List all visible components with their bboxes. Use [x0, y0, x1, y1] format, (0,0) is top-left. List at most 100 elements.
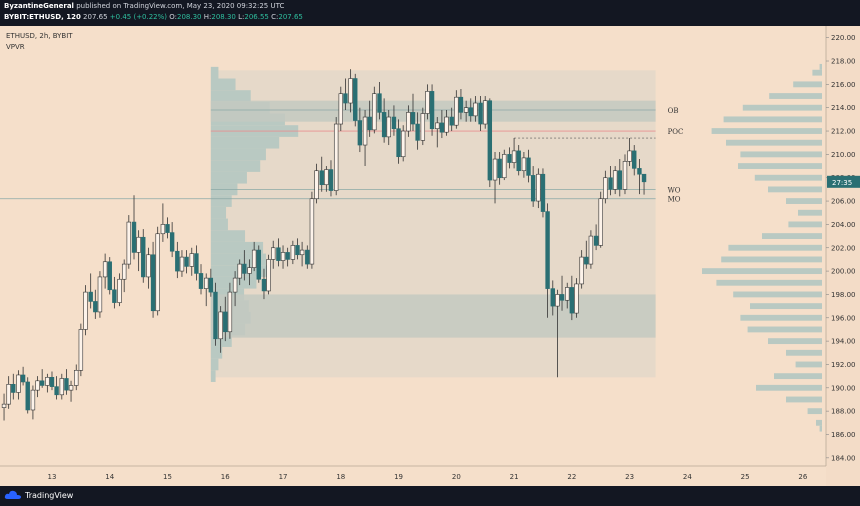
candle-body-25	[121, 263, 127, 280]
candle-body-99	[478, 102, 483, 125]
profile-bar-outer-21	[768, 186, 822, 193]
candle-body-97	[468, 107, 473, 117]
candle-body-95	[458, 96, 464, 113]
candle-body-27	[131, 221, 137, 253]
candle-body-53	[256, 249, 261, 280]
candle-body-44	[213, 291, 218, 340]
price-axis-panel	[826, 26, 860, 486]
x-tick-label-5: 18	[336, 473, 345, 481]
profile-bar-outer-25	[726, 139, 822, 146]
candle-body-83	[400, 130, 406, 158]
y-tick-label-8: 200.00	[831, 268, 856, 276]
candle-body-103	[497, 158, 502, 179]
candle-body-46	[223, 311, 228, 333]
profile-bar-outer-23	[738, 163, 822, 169]
candle-body-45	[218, 311, 223, 340]
y-tick-label-13: 210.00	[831, 151, 856, 159]
candle-body-92	[444, 116, 449, 133]
candle-body-112	[540, 173, 546, 212]
candle-body-33	[160, 224, 166, 235]
candle-body-106	[511, 150, 517, 163]
author-name[interactable]: ByzantineGeneral	[4, 2, 74, 10]
profile-bar-outer-24	[740, 151, 822, 158]
candle-body-29	[141, 236, 146, 278]
profile-bar-inner-19	[210, 148, 266, 161]
chart-canvas[interactable]: OB POC WO MO 184.00 186.00 188.00 190.00 192.00…	[0, 26, 860, 486]
candle-body-59	[285, 252, 290, 260]
published-text: published on TradingView.com, May 23, 20…	[76, 2, 285, 10]
x-tick-label-2: 15	[163, 473, 172, 481]
candle-body-54	[261, 278, 267, 292]
profile-bar-outer-12	[733, 291, 822, 298]
profile-bar-outer-20	[786, 198, 822, 204]
candle-body-60	[290, 245, 296, 260]
candle-body-30	[146, 254, 151, 278]
candle-body-1	[6, 384, 11, 405]
last-price: 207.65	[83, 13, 108, 21]
profile-bar-outer-5	[774, 373, 822, 380]
tradingview-logo[interactable]: TradingView	[4, 490, 73, 500]
candle-body-18	[88, 291, 93, 302]
profile-bar-inner-26	[210, 66, 219, 79]
candle-body-129	[622, 161, 628, 190]
candle-body-114	[550, 288, 555, 307]
candle-body-48	[232, 277, 238, 293]
profile-bar-inner-17	[210, 171, 247, 184]
y-tick-label-1: 186.00	[831, 431, 856, 439]
level-label-poc: POC	[668, 128, 684, 136]
profile-bar-inner-25	[210, 78, 236, 91]
profile-bar-outer-22	[754, 174, 822, 181]
candle-body-80	[386, 116, 391, 138]
candle-body-86	[415, 123, 420, 141]
candle-body-14	[68, 385, 74, 391]
candle-body-15	[74, 369, 79, 386]
profile-bar-outer-32	[819, 63, 822, 70]
candle-body-55	[266, 259, 271, 292]
high-value: 208.30	[211, 13, 236, 21]
x-tick-label-3: 16	[221, 473, 230, 481]
candle-body-98	[473, 102, 478, 117]
profile-bar-outer-31	[812, 69, 822, 76]
profile-bar-outer-9	[747, 326, 822, 333]
candle-body-78	[377, 93, 382, 113]
y-tick-label-17: 218.00	[831, 58, 856, 66]
candle-body-50	[242, 263, 247, 274]
candle-body-115	[555, 294, 560, 307]
candle-body-22	[107, 261, 112, 291]
candle-body-58	[280, 252, 286, 261]
candle-body-10	[49, 376, 55, 387]
candle-body-70	[338, 93, 343, 125]
profile-bar-outer-19	[798, 209, 822, 216]
candle-body-63	[305, 249, 310, 265]
close-label: C:	[271, 13, 279, 21]
y-tick-label-11: 206.00	[831, 198, 856, 206]
profile-bar-outer-18	[788, 221, 822, 228]
profile-bar-outer-3	[786, 396, 822, 403]
candle-body-116	[559, 294, 565, 301]
x-tick-label-10: 23	[625, 473, 634, 481]
candle-body-118	[569, 287, 575, 314]
candle-body-123	[593, 235, 599, 246]
y-tick-label-14: 212.00	[831, 128, 856, 136]
x-tick-label-7: 20	[452, 473, 461, 481]
y-tick-label-2: 188.00	[831, 408, 856, 416]
brand-name: TradingView	[25, 490, 74, 500]
profile-bar-outer-30	[793, 81, 822, 88]
candle-body-87	[420, 113, 426, 141]
candle-body-43	[208, 277, 214, 293]
candle-body-65	[314, 170, 319, 200]
candle-body-102	[492, 158, 498, 181]
indicator-label[interactable]: VPVR	[6, 43, 25, 51]
low-value: 206.55	[244, 13, 269, 21]
profile-bar-inner-13	[210, 218, 228, 231]
price-change: +0.45 (+0.22%)	[109, 13, 168, 21]
candle-body-131	[632, 150, 637, 169]
axes: 184.00 186.00 188.00 190.00 192.00 194.00 196.…	[48, 34, 860, 481]
candle-body-31	[150, 254, 156, 312]
candle-body-79	[381, 112, 387, 138]
profile-bar-outer-13	[716, 279, 822, 286]
y-tick-label-3: 190.00	[831, 384, 856, 392]
y-tick-label-5: 194.00	[831, 338, 856, 346]
candle-body-132	[637, 168, 642, 175]
footer-bar: TradingView	[0, 486, 860, 506]
